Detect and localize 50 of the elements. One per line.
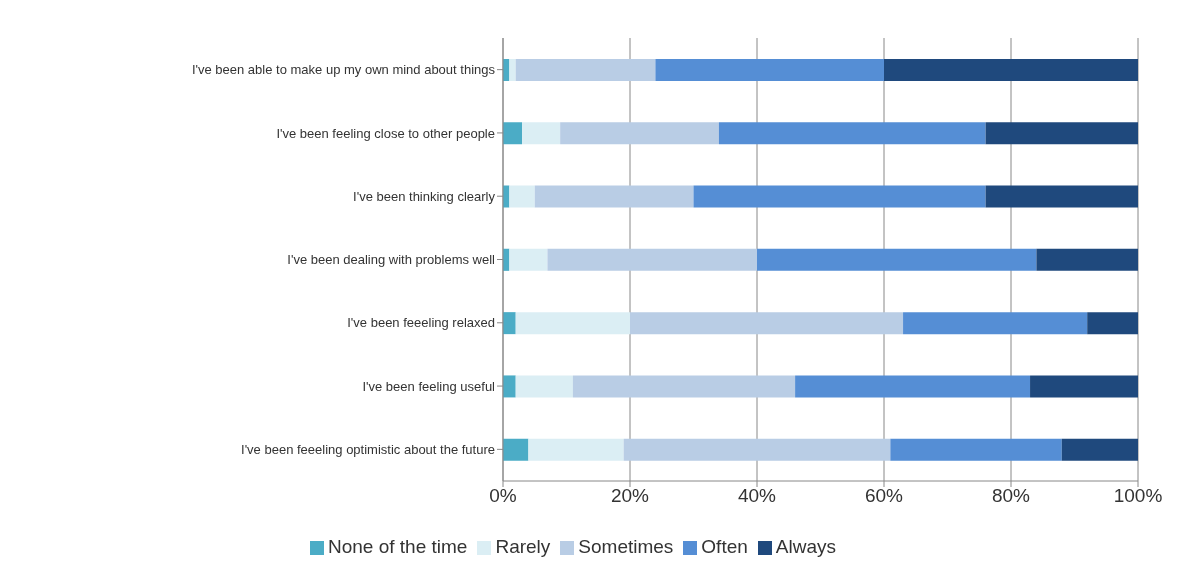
bar xyxy=(509,248,548,271)
bar xyxy=(1036,248,1138,271)
bar xyxy=(985,185,1138,208)
x-tick-label: 60% xyxy=(864,485,904,507)
x-tick-label: 100% xyxy=(1113,485,1163,507)
bar xyxy=(757,248,1037,271)
bar xyxy=(515,375,573,398)
y-tick-label: I've been able to make up my own mind about things xyxy=(191,62,496,78)
bar xyxy=(623,438,891,461)
x-tick-label: 0% xyxy=(489,485,517,507)
bar xyxy=(985,122,1138,145)
y-tick-label: I've been dealing with problems well xyxy=(287,252,496,268)
bar xyxy=(509,59,516,81)
bar xyxy=(903,312,1088,335)
y-tick-label: I've been feeling useful xyxy=(362,378,496,394)
bar xyxy=(1061,438,1138,461)
bar xyxy=(795,375,1031,398)
bar xyxy=(503,312,516,335)
bar xyxy=(547,248,757,271)
bar xyxy=(515,312,630,335)
legend-label: None of the time xyxy=(327,536,468,557)
x-tick-label: 40% xyxy=(737,485,777,507)
bar xyxy=(509,185,535,208)
bar xyxy=(884,59,1138,81)
x-tick-label: 80% xyxy=(991,485,1031,507)
bar xyxy=(630,312,904,335)
y-tick-label: I've been feeling close to other people xyxy=(276,125,495,141)
bar xyxy=(1087,312,1138,335)
x-tick-label: 20% xyxy=(610,485,650,507)
legend-label: Often xyxy=(701,536,748,557)
bar xyxy=(503,375,516,398)
bar xyxy=(655,59,884,81)
bar xyxy=(718,122,986,145)
y-tick-label: I've been thinking clearly xyxy=(353,188,496,204)
bar xyxy=(890,438,1062,461)
bar xyxy=(693,185,986,208)
bar xyxy=(503,122,523,145)
bar xyxy=(1030,375,1138,398)
bar xyxy=(560,122,719,145)
legend-label: Always xyxy=(775,536,837,557)
y-tick-label: I've been feeeling relaxed xyxy=(347,315,495,331)
legend-label: Sometimes xyxy=(578,536,674,557)
bar xyxy=(534,185,694,208)
bar xyxy=(528,438,624,461)
bar xyxy=(503,438,529,461)
bar xyxy=(515,59,656,81)
y-tick-label: I've been feeeling optimistic about the future xyxy=(241,441,495,457)
bar xyxy=(572,375,796,398)
legend-label: Rarely xyxy=(495,536,551,557)
bar xyxy=(522,122,561,145)
